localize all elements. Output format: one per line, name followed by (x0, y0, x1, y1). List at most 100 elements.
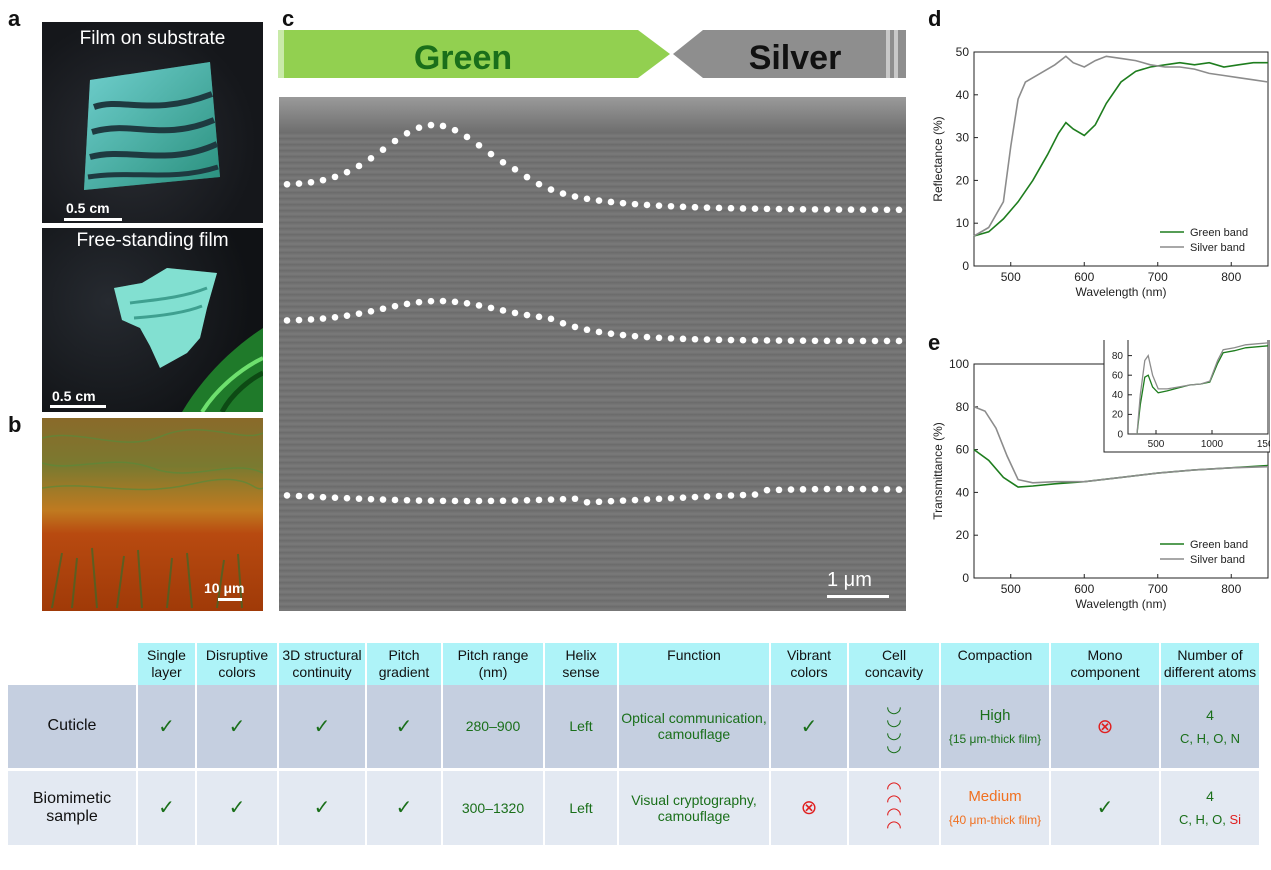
layer-marker-dot (427, 121, 435, 129)
layer-marker-dot (415, 124, 423, 131)
layer-marker-dot (559, 320, 567, 327)
header-cell: Cell concavity (848, 643, 941, 685)
y-tick-label: 60 (956, 443, 970, 457)
cell-concavity-up-icon: ◡ ◡ ◡ ◡ (848, 685, 941, 771)
concave-down-icon: ◠ (886, 777, 902, 798)
layer-marker-dot (535, 180, 543, 188)
layer-marker-dot (775, 337, 783, 344)
x-tick-label: 600 (1074, 582, 1094, 596)
series-line-silver-band (973, 55, 1269, 237)
layer-marker-dot (871, 206, 879, 214)
layer-marker-dot (475, 142, 483, 149)
layer-marker-dot (583, 195, 591, 203)
layer-marker-dot (727, 204, 735, 212)
green-arrow (278, 30, 670, 78)
y-tick-label: 100 (949, 357, 969, 371)
header-cell: Number of different atoms (1160, 643, 1259, 685)
y-tick-label: 20 (956, 528, 970, 542)
layer-marker-dot (319, 176, 327, 184)
layer-marker-dot (703, 493, 711, 500)
layer-marker-dot (427, 497, 435, 505)
layer-marker-dot (787, 337, 795, 344)
layer-marker-dot (511, 165, 519, 173)
header-cell: Compaction (940, 643, 1051, 685)
layer-marker-dot (835, 485, 843, 493)
atoms-count: 4 (1206, 788, 1214, 805)
header-cell: Disruptive colors (196, 643, 279, 685)
layer-marker-dot (631, 200, 639, 208)
layer-marker-dot (715, 336, 723, 344)
layer-marker-dot (367, 495, 375, 503)
scale-bar-b: 10 μm (204, 580, 244, 601)
pitch-range-cell: 300–1320 (442, 769, 545, 845)
layer-dot-markers (283, 121, 903, 506)
row-label: Cuticle (8, 685, 138, 771)
layer-marker-dot (823, 337, 831, 345)
y-tick-label: 40 (956, 88, 970, 102)
y-tick-label: 100 (1106, 340, 1123, 342)
layer-marker-dot (679, 494, 687, 501)
layer-marker-dot (571, 323, 579, 331)
layer-marker-dot (511, 497, 519, 504)
layer-marker-dot (607, 198, 615, 206)
layer-marker-dot (583, 498, 591, 506)
y-tick-label: 80 (1112, 351, 1124, 362)
layer-marker-dot (595, 328, 603, 336)
header-cell: Function (618, 643, 771, 685)
layer-marker-dot (763, 486, 771, 494)
panel-label-d: d (928, 6, 942, 31)
layer-marker-dot (571, 495, 579, 503)
layer-marker-dot (667, 335, 675, 342)
concave-up-icon: ◡ (886, 709, 902, 730)
legend-label: Silver band (1190, 554, 1245, 566)
sem-cross-section: 1 μm (279, 97, 906, 611)
layer-marker-dot (643, 201, 651, 209)
layer-marker-dot (463, 300, 471, 307)
layer-marker-dot (655, 334, 663, 342)
micrograph-texture (42, 428, 263, 609)
check-icon: ✓ (228, 715, 246, 738)
scale-bar-c-line (827, 595, 889, 598)
atoms-list-prefix: C, H, O, (1178, 812, 1230, 828)
layer-marker-dot (283, 492, 291, 499)
layer-marker-dot (487, 150, 495, 158)
scale-bar-top: 0.5 cm (64, 200, 122, 221)
optical-micrograph: 10 μm (42, 418, 263, 611)
layer-marker-dot (763, 205, 771, 213)
header-cell: Vibrant colors (770, 643, 849, 685)
layer-marker-dot (859, 485, 867, 493)
layer-marker-dot (415, 497, 423, 504)
layer-marker-dot (595, 498, 603, 506)
layer-marker-dot (763, 337, 771, 344)
layer-marker-dot (475, 497, 483, 505)
free-standing-film-title: Free-standing film (76, 230, 229, 251)
layer-marker-dot (463, 133, 471, 141)
layer-marker-dot (343, 494, 351, 502)
y-tick-label: 50 (956, 45, 970, 59)
x-axis-label: Wavelength (nm) (1076, 597, 1167, 611)
compaction-note: {15 μm-thick film} (948, 731, 1042, 746)
layer-marker-dot (355, 310, 363, 317)
layer-marker-dot (787, 205, 795, 213)
scale-bar-top-line (64, 218, 122, 221)
layer-marker-dot (439, 497, 447, 505)
layer-marker-dot (391, 302, 399, 310)
layer-marker-dot (871, 485, 879, 493)
sem-top-edge (279, 97, 906, 133)
scale-bar-top-label: 0.5 cm (66, 200, 110, 216)
layer-marker-dot (379, 305, 387, 313)
layer-marker-dot (403, 129, 411, 137)
transmittance-inset: 0 20 40 60 80 100 500 1000 1500 (1103, 340, 1270, 453)
series-line-silver-band (973, 406, 1269, 484)
x-tick-label: 1500 (1257, 439, 1270, 450)
check-icon: ✓ (395, 715, 413, 738)
table-header-row: Single layer Disruptive colors 3D struct… (8, 643, 1259, 685)
green-arrow-label: Green (414, 39, 512, 77)
layer-marker-dot (751, 205, 759, 212)
layer-marker-dot (715, 204, 723, 212)
layer-marker-dot (343, 168, 351, 176)
layer-marker-dot (535, 496, 543, 504)
layer-marker-dot (331, 494, 339, 501)
layer-marker-dot (883, 206, 891, 214)
